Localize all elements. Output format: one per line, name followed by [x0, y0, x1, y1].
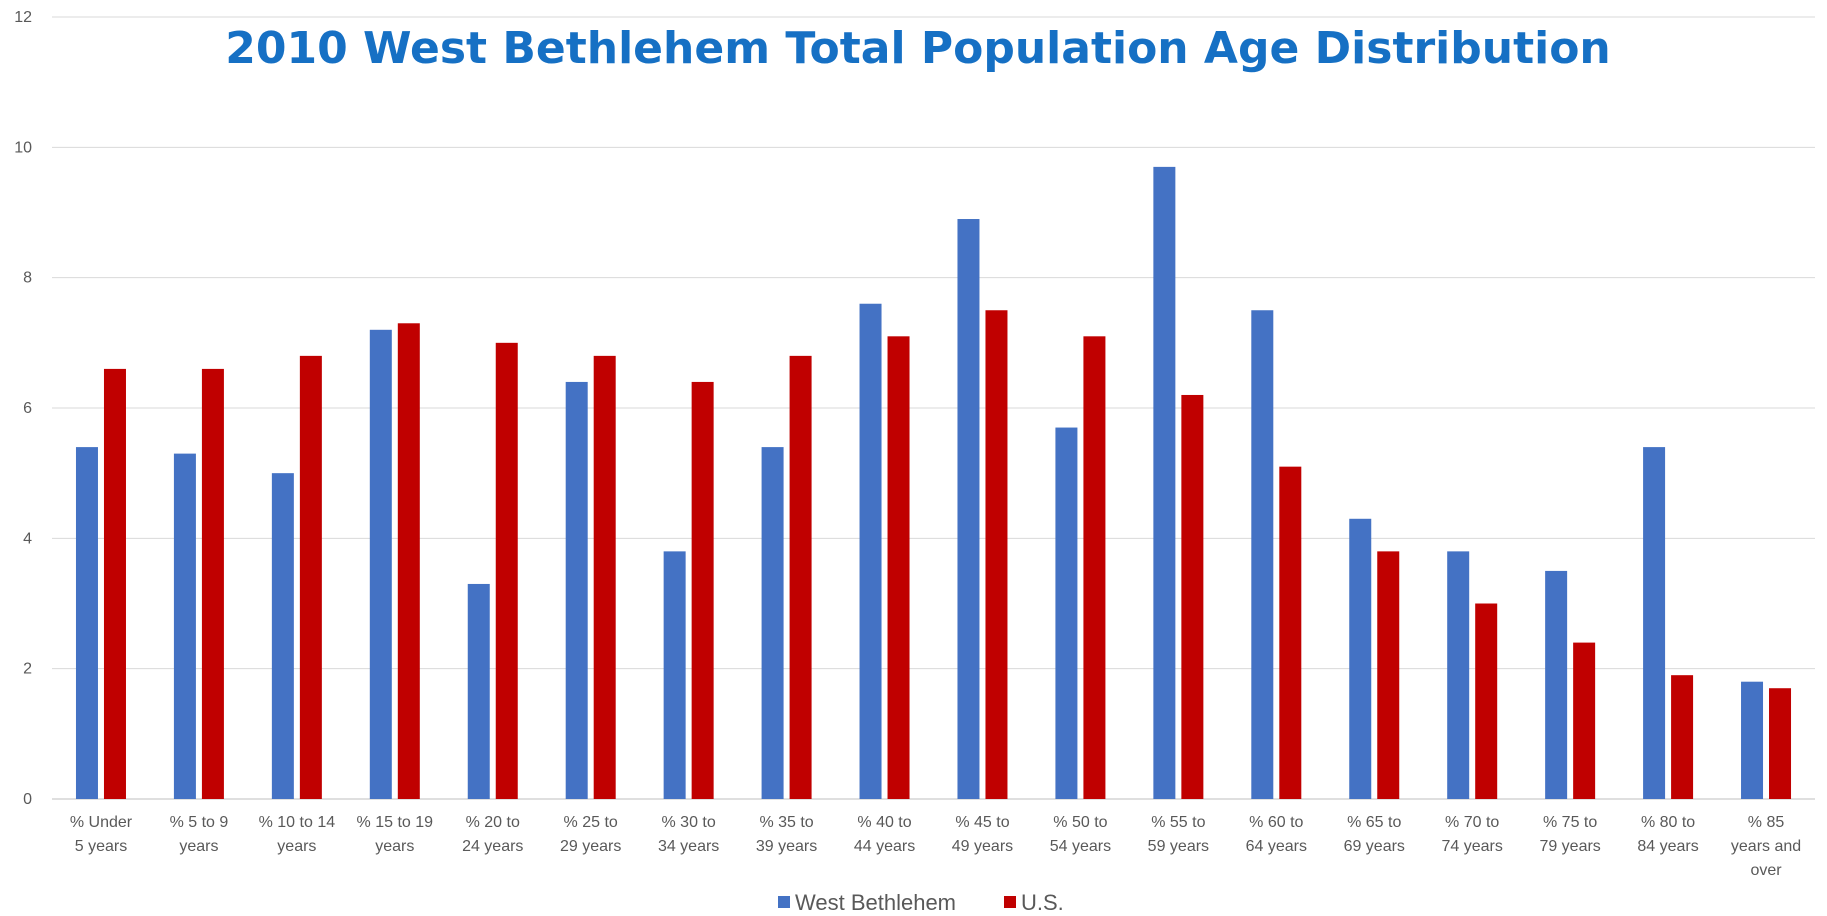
bar-us	[1573, 642, 1596, 799]
gridlines	[52, 16, 1815, 800]
bar-us	[1475, 603, 1498, 799]
x-tick-label: years	[375, 838, 414, 855]
legend-label: U.S.	[1021, 890, 1064, 915]
bar-west-bethlehem	[1153, 166, 1176, 800]
x-tick-label: 69 years	[1344, 838, 1405, 855]
x-tick-label: % 85	[1748, 814, 1785, 831]
y-tick-label: 2	[23, 661, 32, 678]
x-tick-label: % 45 to	[955, 814, 1009, 831]
bar-west-bethlehem	[663, 551, 686, 799]
x-tick-label: over	[1750, 862, 1782, 879]
x-tick-label: 59 years	[1148, 838, 1209, 855]
x-tick-label: 29 years	[560, 838, 621, 855]
bar-west-bethlehem	[467, 583, 490, 799]
x-tick-label: % 10 to 14	[259, 814, 336, 831]
bar-us	[495, 342, 518, 799]
x-tick-label: % 25 to	[564, 814, 618, 831]
x-tick-label: 84 years	[1637, 838, 1698, 855]
bars	[75, 166, 1792, 800]
bar-us	[789, 355, 812, 799]
bar-west-bethlehem	[1447, 551, 1470, 799]
x-tick-label: years and	[1731, 838, 1801, 855]
bar-us	[887, 336, 910, 799]
bar-us	[103, 368, 126, 799]
x-tick-label: 39 years	[756, 838, 817, 855]
y-tick-label: 6	[23, 400, 32, 417]
bar-west-bethlehem	[1741, 681, 1764, 799]
bar-us	[1769, 688, 1792, 799]
x-tick-label: % 20 to	[466, 814, 520, 831]
x-tick-label: % 75 to	[1543, 814, 1597, 831]
x-tick-label: 5 years	[75, 838, 127, 855]
x-tick-label: % 35 to	[759, 814, 813, 831]
x-tick-label: % Under	[70, 814, 133, 831]
x-tick-label: % 30 to	[662, 814, 716, 831]
y-tick-label: 4	[23, 530, 32, 547]
bar-us	[985, 310, 1008, 799]
x-axis-tick-labels: % Under 5 years % 5 to 9 years % 10 to 14 yea…	[70, 814, 1801, 879]
x-tick-label: 34 years	[658, 838, 719, 855]
x-tick-label: years	[179, 838, 218, 855]
x-tick-label: 24 years	[462, 838, 523, 855]
y-tick-label: 8	[23, 270, 32, 287]
x-tick-label: % 65 to	[1347, 814, 1401, 831]
y-tick-label: 0	[23, 791, 32, 808]
x-tick-label: % 40 to	[857, 814, 911, 831]
x-tick-label: % 70 to	[1445, 814, 1499, 831]
x-tick-label: 74 years	[1442, 838, 1503, 855]
legend: West Bethlehem U.S.	[778, 890, 1064, 915]
bar-west-bethlehem	[75, 447, 98, 799]
x-tick-label: 79 years	[1539, 838, 1600, 855]
bar-west-bethlehem	[761, 447, 784, 799]
bar-west-bethlehem	[173, 453, 196, 799]
x-tick-label: % 50 to	[1053, 814, 1107, 831]
bar-west-bethlehem	[1251, 310, 1274, 799]
bar-us	[1279, 466, 1302, 799]
bar-us	[1377, 551, 1400, 799]
y-tick-label: 12	[14, 9, 32, 26]
x-tick-label: years	[277, 838, 316, 855]
x-tick-label: % 60 to	[1249, 814, 1303, 831]
chart-title: 2010 West Bethlehem Total Population Age…	[225, 23, 1611, 74]
bar-us	[1671, 675, 1694, 799]
bar-us	[691, 381, 714, 799]
legend-swatch	[778, 896, 790, 908]
x-tick-label: % 55 to	[1151, 814, 1205, 831]
x-tick-label: % 80 to	[1641, 814, 1695, 831]
y-tick-label: 10	[14, 139, 32, 156]
x-tick-label: 49 years	[952, 838, 1013, 855]
x-tick-label: % 15 to 19	[357, 814, 434, 831]
bar-west-bethlehem	[1643, 447, 1666, 799]
bar-west-bethlehem	[859, 303, 882, 799]
bar-west-bethlehem	[565, 381, 588, 799]
bar-us	[397, 323, 420, 799]
bar-us	[1181, 394, 1204, 799]
x-tick-label: % 5 to 9	[170, 814, 229, 831]
y-axis-tick-labels: 0 2 4 6 8 10 12	[14, 9, 32, 808]
bar-west-bethlehem	[1055, 427, 1078, 799]
x-tick-label: 44 years	[854, 838, 915, 855]
x-tick-label: 64 years	[1246, 838, 1307, 855]
bar-us	[1083, 336, 1106, 799]
legend-label: West Bethlehem	[795, 890, 956, 915]
legend-swatch	[1004, 896, 1016, 908]
bar-west-bethlehem	[957, 219, 980, 799]
bar-west-bethlehem	[369, 329, 392, 799]
x-tick-label: 54 years	[1050, 838, 1111, 855]
bar-us	[593, 355, 616, 799]
bar-us	[299, 355, 322, 799]
bar-us	[201, 368, 224, 799]
bar-west-bethlehem	[1545, 570, 1568, 799]
bar-west-bethlehem	[271, 473, 294, 799]
bar-west-bethlehem	[1349, 518, 1372, 799]
